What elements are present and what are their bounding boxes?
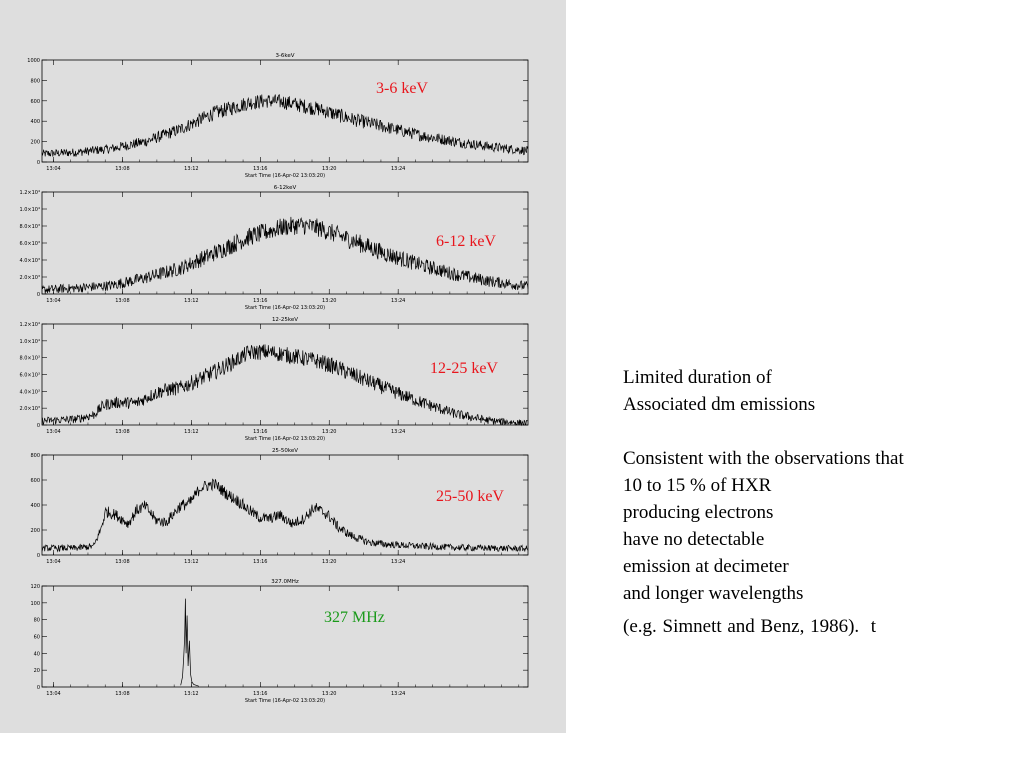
trailing-char: t [870,616,876,637]
series-line [41,216,529,294]
notes-para-line-1: Consistent with the observations that [623,448,904,469]
y-tick-label: 6.0×10³ [19,241,40,247]
plot-frame [41,59,529,163]
y-tick-label: 4.0×10³ [19,258,40,264]
y-tick-label: 0 [37,423,40,429]
x-tick-label: 13:16 [253,166,267,172]
x-tick-label: 13:24 [391,429,405,435]
y-tick-label: 80 [34,618,40,624]
x-tick-label: 13:04 [46,166,60,172]
x-tick-label: 13:12 [184,559,198,565]
x-tick-label: 13:08 [115,429,129,435]
notes-text: Limited duration of Associated dm emissi… [623,364,1013,640]
series-line [41,478,529,553]
band-annotation: 3-6 keV [376,80,428,97]
y-tick-label: 4.0×10³ [19,389,40,395]
y-tick-label: 1.0×10⁴ [19,339,40,345]
x-tick-label: 13:24 [391,559,405,565]
plot-frame [41,585,529,688]
y-tick-label: 200 [30,140,40,146]
band-annotation: 12-25 keV [430,360,498,377]
chart-title: 12-25keV [272,317,298,323]
y-tick-label: 1.2×10⁴ [19,190,40,196]
y-tick-label: 200 [30,528,40,534]
chart-title: 327.0MHz [271,579,299,585]
notes-para-line-2: 10 to 15 % of HXR [623,475,772,496]
x-tick-label: 13:08 [115,166,129,172]
y-tick-label: 1000 [27,58,40,64]
y-tick-label: 600 [30,99,40,105]
band-annotation: 327 MHz [324,609,385,626]
x-axis-label: Start Time (16-Apr-02 13:03:20) [245,436,325,442]
x-tick-label: 13:08 [115,559,129,565]
y-tick-label: 8.0×10³ [19,356,40,362]
x-tick-label: 13:16 [253,298,267,304]
notes-reference: (e.g. Simnett and Benz, 1986). t [623,613,1013,640]
x-tick-label: 13:12 [184,298,198,304]
x-tick-label: 13:12 [184,691,198,697]
y-tick-label: 1.0×10⁴ [19,207,40,213]
y-tick-label: 20 [34,668,40,674]
x-tick-label: 13:12 [184,429,198,435]
x-axis-label: Start Time (16-Apr-02 13:03:20) [245,173,325,179]
x-tick-label: 13:20 [322,166,336,172]
notes-para-line-4: have no detectable [623,529,765,550]
series-line [41,344,529,427]
x-tick-label: 13:16 [253,691,267,697]
x-tick-label: 13:24 [391,166,405,172]
series-line [180,598,199,687]
y-tick-label: 0 [37,685,40,691]
x-tick-label: 13:08 [115,298,129,304]
y-tick-label: 1.2×10⁴ [19,322,40,328]
x-tick-label: 13:20 [322,691,336,697]
x-tick-label: 13:20 [322,429,336,435]
y-tick-label: 0 [37,553,40,559]
figure-panel: 3-6keV 0 200 400 600 800 1000 13:04 13:08 13:12 13… [0,0,566,733]
plot-frame [41,454,529,556]
x-tick-label: 13:24 [391,691,405,697]
chart-title: 3-6keV [275,53,294,59]
notes-para-line-6: and longer wavelengths [623,583,804,604]
x-tick-label: 13:04 [46,429,60,435]
x-tick-label: 13:04 [46,559,60,565]
y-tick-label: 2.0×10³ [19,275,40,281]
y-tick-label: 600 [30,478,40,484]
y-tick-label: 100 [30,601,40,607]
x-tick-label: 13:24 [391,298,405,304]
x-axis-label: Start Time (16-Apr-02 13:03:20) [245,698,325,704]
y-tick-label: 800 [30,453,40,459]
notes-para-line-3: producing electrons [623,502,774,523]
x-tick-label: 13:20 [322,559,336,565]
chart-title: 6-12keV [274,185,297,191]
x-tick-label: 13:12 [184,166,198,172]
y-tick-label: 400 [30,503,40,509]
y-tick-label: 8.0×10³ [19,224,40,230]
y-tick-label: 400 [30,119,40,125]
y-tick-label: 40 [34,651,40,657]
band-annotation: 25-50 keV [436,488,504,505]
band-annotation: 6-12 keV [436,233,496,250]
reference-text: (e.g. Simnett and Benz, 1986). [623,616,860,637]
y-tick-label: 800 [30,78,40,84]
y-tick-label: 60 [34,635,40,641]
y-tick-label: 0 [37,292,40,298]
x-tick-label: 13:16 [253,429,267,435]
x-axis-label: Start Time (16-Apr-02 13:03:20) [245,305,325,311]
x-tick-label: 13:08 [115,691,129,697]
y-tick-label: 6.0×10³ [19,373,40,379]
x-tick-label: 13:16 [253,559,267,565]
y-tick-label: 120 [30,584,40,590]
chart-title: 25-50keV [272,448,298,454]
notes-line-2: Associated dm emissions [623,394,816,415]
y-tick-label: 0 [37,160,40,166]
y-tick-label: 2.0×10³ [19,406,40,412]
notes-para-line-5: emission at decimeter [623,556,789,577]
x-tick-label: 13:04 [46,691,60,697]
x-tick-label: 13:04 [46,298,60,304]
series-line [41,94,529,157]
x-tick-label: 13:20 [322,298,336,304]
notes-line-1: Limited duration of [623,367,772,388]
